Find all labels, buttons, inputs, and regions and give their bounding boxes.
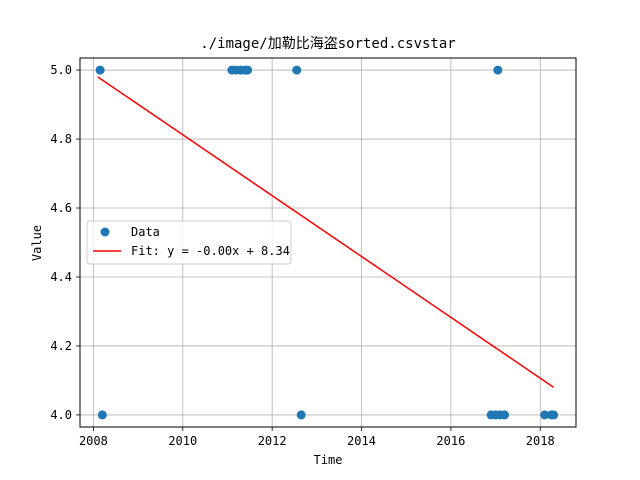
legend-box bbox=[86, 220, 292, 265]
data-point bbox=[243, 65, 253, 75]
y-axis-ticks: 4.0 4.2 4.4 4.6 4.8 5.0 bbox=[50, 63, 80, 422]
y-tick-label: 4.8 bbox=[50, 132, 72, 146]
data-point bbox=[540, 410, 550, 420]
x-tick-label: 2010 bbox=[168, 434, 197, 448]
y-axis-label: Value bbox=[30, 225, 44, 261]
x-tick-label: 2012 bbox=[258, 434, 287, 448]
plot-frame bbox=[79, 57, 577, 428]
y-tick-label: 4.2 bbox=[50, 339, 72, 353]
data-point bbox=[549, 410, 559, 420]
chart-title: ./image/加勒比海盗sorted.csvstar bbox=[200, 36, 455, 52]
x-tick-label: 2016 bbox=[436, 434, 465, 448]
y-tick-label: 4.6 bbox=[50, 201, 72, 215]
legend-fit-label: Fit: y = -0.00x + 8.34 bbox=[131, 244, 290, 258]
x-tick-label: 2014 bbox=[347, 434, 376, 448]
y-tick-label: 4.4 bbox=[50, 270, 72, 284]
fit-line bbox=[97, 76, 555, 388]
legend-data-marker bbox=[100, 227, 110, 237]
data-points-layer bbox=[95, 65, 559, 420]
data-point bbox=[296, 410, 306, 420]
x-tick-label: 2018 bbox=[526, 434, 555, 448]
y-tick-label: 4.0 bbox=[50, 408, 72, 422]
fit-line-layer bbox=[97, 76, 555, 388]
data-point bbox=[292, 65, 302, 75]
y-tick-label: 5.0 bbox=[50, 63, 72, 77]
legend: Data Fit: y = -0.00x + 8.34 bbox=[86, 220, 292, 265]
x-axis-ticks: 2008 2010 2012 2014 2016 2018 bbox=[79, 427, 555, 448]
data-point bbox=[95, 65, 105, 75]
x-tick-label: 2008 bbox=[79, 434, 108, 448]
data-point bbox=[493, 65, 503, 75]
legend-data-label: Data bbox=[131, 225, 160, 239]
data-point bbox=[97, 410, 107, 420]
x-axis-label: Time bbox=[314, 453, 343, 467]
data-point bbox=[500, 410, 510, 420]
